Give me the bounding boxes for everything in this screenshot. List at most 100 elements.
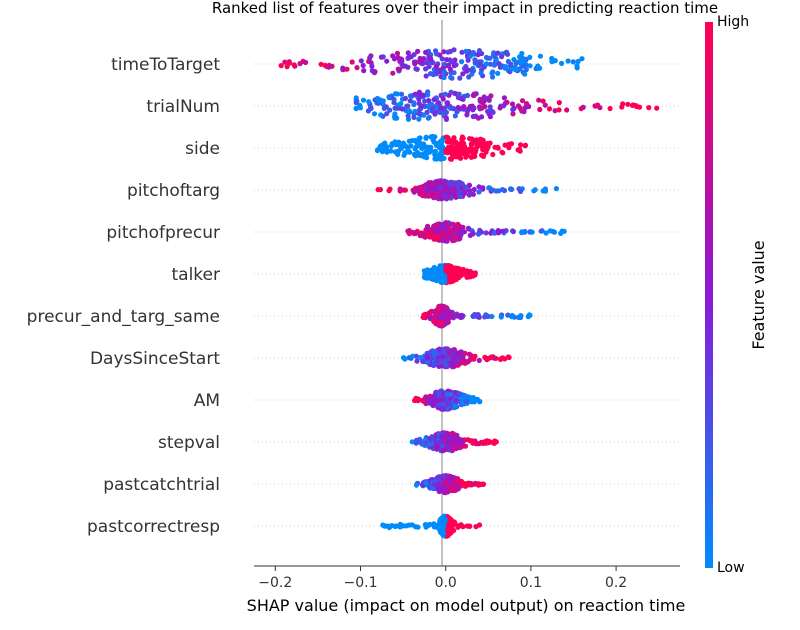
shap-point xyxy=(487,114,493,120)
shap-point xyxy=(564,107,570,113)
shap-point xyxy=(620,101,626,107)
shap-point xyxy=(427,149,433,155)
shap-point xyxy=(455,273,461,279)
shap-point xyxy=(360,97,367,103)
shap-point xyxy=(425,115,431,121)
shap-point xyxy=(446,62,452,68)
shap-point xyxy=(459,181,465,187)
shap-point xyxy=(401,152,407,158)
shap-point xyxy=(543,230,549,236)
shap-point xyxy=(381,105,387,111)
shap-point xyxy=(428,274,435,280)
beeswarm-dots xyxy=(278,47,660,539)
shap-point xyxy=(427,521,433,528)
shap-point xyxy=(498,314,504,320)
shap-point xyxy=(466,74,472,80)
shap-point xyxy=(509,314,515,320)
shap-point xyxy=(437,151,443,157)
shap-point xyxy=(465,394,471,400)
shap-point xyxy=(479,105,485,111)
shap-point xyxy=(444,391,450,397)
shap-point xyxy=(354,98,360,104)
shap-point xyxy=(508,62,514,69)
shap-point xyxy=(398,101,404,107)
shap-point xyxy=(440,354,446,360)
shap-point xyxy=(444,487,450,494)
shap-point xyxy=(479,114,485,120)
shap-point xyxy=(466,358,472,364)
shap-point xyxy=(387,186,393,192)
shap-point xyxy=(398,145,405,151)
shap-point xyxy=(451,152,457,158)
shap-point xyxy=(484,141,490,147)
shap-point xyxy=(431,318,437,325)
shap-point xyxy=(437,185,443,191)
shap-point xyxy=(432,194,438,200)
shap-point xyxy=(455,221,461,227)
shap-point xyxy=(441,473,447,479)
shap-point xyxy=(382,523,388,529)
shap-point xyxy=(493,57,499,64)
shap-point xyxy=(443,193,449,200)
shap-point xyxy=(502,65,508,71)
shap-point xyxy=(440,397,446,403)
shap-point xyxy=(405,50,411,56)
shap-point xyxy=(451,363,457,369)
shap-point xyxy=(404,144,410,150)
shap-point xyxy=(392,111,398,117)
shap-point xyxy=(436,141,442,147)
shap-point xyxy=(574,63,580,69)
shap-point xyxy=(416,135,422,141)
shap-point xyxy=(405,103,411,109)
feature-label: pastcorrectresp xyxy=(87,517,220,537)
shap-point xyxy=(436,189,442,195)
shap-point xyxy=(406,522,412,528)
shap-point xyxy=(402,95,408,101)
shap-point xyxy=(537,106,543,113)
chart-title: Ranked list of features over their impac… xyxy=(212,0,718,17)
shap-point xyxy=(476,314,482,320)
shap-point xyxy=(427,234,433,240)
shap-point xyxy=(430,181,436,187)
shap-point xyxy=(413,482,420,488)
shap-point xyxy=(525,314,531,320)
shap-point xyxy=(455,356,461,362)
shap-point xyxy=(416,89,422,95)
shap-point xyxy=(481,152,487,159)
feature-label: stepval xyxy=(158,433,220,453)
shap-point xyxy=(344,66,350,72)
shap-point xyxy=(457,152,463,158)
shap-point xyxy=(393,523,399,529)
shap-point xyxy=(473,441,479,447)
shap-point xyxy=(477,227,483,233)
shap-point xyxy=(426,192,432,198)
shap-point xyxy=(436,475,442,481)
shap-point xyxy=(439,156,445,162)
shap-point xyxy=(486,185,492,191)
shap-point xyxy=(360,62,366,69)
shap-point xyxy=(475,52,481,58)
shap-point xyxy=(282,59,288,65)
shap-point xyxy=(445,100,451,106)
shap-point xyxy=(476,482,482,488)
shap-point xyxy=(429,441,435,447)
shap-point xyxy=(472,480,478,486)
shap-point xyxy=(532,187,538,193)
shap-point xyxy=(462,185,468,191)
shap-point xyxy=(380,98,386,104)
shap-point xyxy=(394,91,400,97)
shap-point xyxy=(353,105,359,111)
shap-point xyxy=(415,188,421,194)
shap-point xyxy=(421,56,427,62)
shap-point xyxy=(417,233,423,239)
shap-point xyxy=(440,272,446,278)
shap-point xyxy=(414,358,420,364)
shap-point xyxy=(437,109,443,115)
shap-point xyxy=(500,228,506,234)
shap-point xyxy=(420,61,426,67)
x-axis-ticks: −0.2 −0.1 0.0 0.1 0.2 xyxy=(258,566,627,591)
shap-point xyxy=(413,66,419,72)
shap-point xyxy=(519,229,525,235)
shap-point xyxy=(556,107,562,113)
